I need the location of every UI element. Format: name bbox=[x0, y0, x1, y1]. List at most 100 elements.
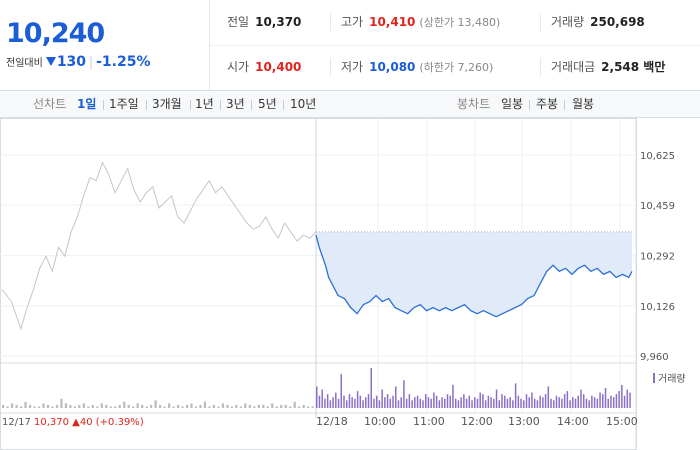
series-line-prev-day bbox=[1, 161, 317, 331]
volume-bar bbox=[553, 400, 555, 408]
y-tick-label: 10,625 bbox=[640, 151, 675, 162]
volume-bar bbox=[468, 395, 471, 408]
volume-bar bbox=[501, 394, 503, 408]
tab-3m[interactable]: 3개월 bbox=[152, 97, 182, 111]
volume-bar bbox=[400, 397, 402, 408]
tab-1d[interactable]: 1일 bbox=[77, 97, 97, 111]
volume-bar bbox=[345, 400, 348, 408]
volume-bar bbox=[221, 403, 225, 408]
volume-bar bbox=[430, 398, 432, 408]
quote-header: 10,240 전일대비 130 | -1.25% 전일 10,370 고가 10,410(… bbox=[0, 0, 700, 91]
volume-bar bbox=[588, 400, 590, 408]
volume-bar bbox=[105, 404, 108, 408]
stat-low: 저가 10,080 (하한가 7,260) bbox=[330, 58, 493, 76]
volume-bar bbox=[217, 406, 220, 408]
volume-bar bbox=[42, 403, 45, 408]
line-chart-label: 선차트 bbox=[33, 97, 67, 111]
volume-bar bbox=[392, 395, 394, 408]
volume-bar bbox=[230, 406, 234, 408]
volume-bar bbox=[275, 406, 278, 408]
volume-bar bbox=[6, 406, 9, 408]
volume-bar bbox=[141, 404, 144, 408]
tab-divider bbox=[220, 100, 221, 110]
tab-3y[interactable]: 3년 bbox=[226, 97, 245, 111]
volume-bar bbox=[172, 406, 175, 408]
volume-bar bbox=[506, 398, 509, 408]
volume-bar bbox=[127, 404, 130, 408]
volume-bar bbox=[226, 404, 229, 408]
stats-row-1: 전일 10,370 고가 10,410 (상한가 13,480) 거래량 250,698 bbox=[210, 0, 700, 46]
volume-bar bbox=[397, 400, 400, 408]
tab-10y[interactable]: 10년 bbox=[290, 97, 317, 111]
volume-bar bbox=[424, 394, 427, 408]
y-tick-label: 10,126 bbox=[640, 302, 675, 313]
volume-bar bbox=[460, 397, 462, 408]
y-tick-label: 10,459 bbox=[640, 201, 675, 212]
x-tick-label: 10:00 bbox=[364, 415, 396, 428]
volume-bar bbox=[536, 400, 539, 408]
volume-bar bbox=[185, 404, 189, 408]
volume-bar bbox=[302, 404, 305, 408]
y-tick-label: 9,960 bbox=[640, 352, 669, 363]
volume-bar bbox=[235, 404, 238, 408]
volume-bar bbox=[610, 395, 612, 408]
tab-divider bbox=[146, 100, 147, 110]
volume-bar bbox=[482, 394, 484, 408]
tab-divider bbox=[103, 100, 104, 110]
volume-bar bbox=[329, 400, 332, 408]
tab-weekly-candle[interactable]: 주봉 bbox=[536, 97, 559, 111]
volume-bar bbox=[373, 398, 375, 408]
volume-legend-swatch bbox=[653, 373, 655, 383]
volume-bar bbox=[490, 397, 492, 408]
volume-bar bbox=[362, 400, 364, 408]
volume-bar bbox=[307, 406, 310, 408]
stat-high: 고가 10,410 (상한가 13,480) bbox=[330, 13, 500, 31]
volume-bar bbox=[612, 397, 615, 408]
change-value: 130 bbox=[56, 54, 87, 70]
volume-bar bbox=[181, 406, 184, 408]
volume-bar bbox=[602, 394, 604, 408]
tab-monthly-candle[interactable]: 월봉 bbox=[572, 97, 595, 111]
volume-bar bbox=[433, 392, 435, 408]
volume-bar bbox=[561, 398, 563, 408]
tab-5y[interactable]: 5년 bbox=[258, 97, 277, 111]
volume-bar bbox=[367, 394, 370, 408]
volume-bar bbox=[395, 386, 397, 408]
volume-bar bbox=[503, 395, 506, 408]
volume-bar bbox=[150, 404, 153, 408]
volume-bar bbox=[509, 397, 511, 408]
volume-bar bbox=[533, 398, 536, 408]
tab-1y[interactable]: 1년 bbox=[195, 97, 214, 111]
chart-frame bbox=[0, 118, 637, 450]
volume-bar bbox=[419, 398, 422, 408]
tab-1w[interactable]: 1주일 bbox=[109, 97, 139, 111]
volume-bar bbox=[416, 395, 419, 408]
volume-bar bbox=[520, 398, 522, 408]
volume-bar bbox=[28, 404, 32, 408]
change-line: 전일대비 130 | -1.25% bbox=[6, 54, 150, 70]
volume-bar bbox=[324, 398, 326, 408]
x-tick-label: 13:00 bbox=[508, 415, 540, 428]
volume-bar bbox=[351, 397, 353, 408]
volume-bar bbox=[370, 368, 372, 408]
volume-bar bbox=[531, 392, 533, 408]
tab-daily-candle[interactable]: 일봉 bbox=[501, 97, 524, 111]
volume-bar bbox=[212, 404, 216, 408]
price-chart: 10,625 10,459 10,292 10,126 9,960 거래량 12/18 10:… bbox=[0, 118, 686, 450]
tab-divider bbox=[190, 100, 191, 110]
volume-bar bbox=[37, 406, 41, 408]
volume-bar bbox=[544, 394, 547, 408]
volume-bar bbox=[621, 384, 623, 408]
volume-bar bbox=[476, 398, 479, 408]
stat-open: 시가 10,400 bbox=[227, 60, 302, 74]
volume-bar bbox=[582, 394, 585, 408]
volume-bar bbox=[618, 391, 620, 408]
volume-bar bbox=[408, 394, 411, 408]
volume-bar bbox=[493, 398, 495, 408]
volume-bar bbox=[55, 404, 59, 408]
volume-bar bbox=[375, 395, 378, 408]
volume-bar bbox=[572, 397, 574, 408]
volume-bar bbox=[326, 394, 329, 408]
volume-bar bbox=[479, 392, 481, 408]
volume-bar bbox=[159, 404, 162, 408]
